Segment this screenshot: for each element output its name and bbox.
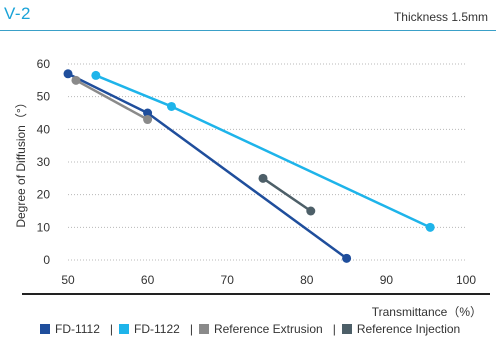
chart-title: V-2	[4, 4, 32, 23]
y-axis-label: Degree of Diffusion（°）	[14, 96, 28, 227]
x-tick-label: 90	[380, 273, 394, 287]
series-line-2	[75, 79, 149, 121]
x-tick-label: 100	[456, 273, 476, 287]
legend-item-reference-extrusion: Reference Extrusion	[198, 322, 323, 336]
legend-item-fd-1112: FD-1112	[40, 322, 100, 336]
legend-item-fd-1122: FD-1122	[119, 322, 180, 336]
series-point-0	[342, 253, 352, 263]
legend-swatch-reference-injection	[341, 324, 352, 334]
y-tick-label: 10	[37, 220, 51, 234]
y-tick-label: 20	[37, 188, 51, 202]
series-point-0	[143, 108, 153, 118]
legend-separator: |	[332, 322, 336, 336]
legend-swatch-fd-1112	[40, 324, 50, 334]
series-point-1	[91, 70, 101, 80]
series-line-1	[95, 74, 431, 229]
legend-separator: |	[109, 322, 114, 336]
x-axis-label: Transmittance（%）	[371, 305, 482, 319]
legend-label-reference-extrusion: Reference Extrusion	[213, 322, 323, 336]
x-tick-label: 60	[141, 273, 155, 287]
x-tick-label: 50	[61, 273, 75, 287]
series-point-1	[166, 101, 176, 111]
y-tick-label: 50	[37, 90, 51, 104]
series-point-0	[63, 69, 73, 79]
y-tick-label: 0	[43, 253, 50, 267]
y-tick-label: 30	[37, 155, 51, 169]
legend-swatch-fd-1122	[119, 324, 130, 334]
x-tick-label: 80	[300, 273, 314, 287]
series-line-3	[262, 177, 312, 213]
legend-swatch-reference-extrusion	[198, 324, 209, 334]
legend-label-reference-injection: Reference Injection	[356, 322, 461, 336]
series-line-0	[67, 72, 348, 260]
series-point-3	[258, 173, 268, 183]
series-point-2	[143, 115, 153, 125]
legend-label-fd-1112: FD-1112	[55, 322, 100, 336]
title-divider	[0, 30, 496, 31]
series-point-2	[71, 75, 81, 85]
chart-subtitle: Thickness 1.5mm	[393, 10, 488, 24]
y-tick-label: 40	[37, 122, 51, 136]
series-point-1	[425, 222, 435, 232]
legend-label-fd-1122: FD-1122	[134, 322, 180, 336]
legend-separator: |	[189, 322, 193, 336]
chart-legend: FD-1112 | FD-1122 | Reference Extrusion …	[40, 322, 460, 336]
x-tick-label: 70	[221, 273, 235, 287]
y-tick-label: 60	[37, 57, 51, 71]
legend-item-reference-injection: Reference Injection	[341, 322, 461, 336]
series-point-3	[306, 206, 316, 216]
